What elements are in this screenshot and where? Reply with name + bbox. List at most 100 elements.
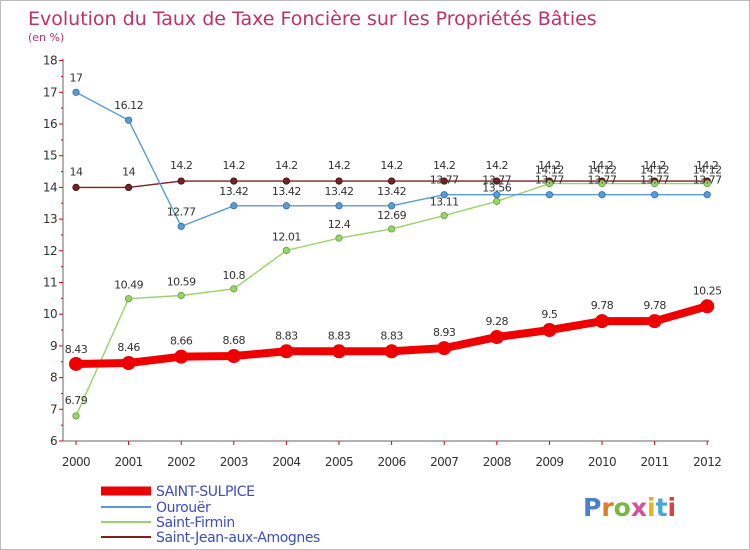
data-label: 9.78 [643,299,666,312]
logo-letter: x [631,493,647,522]
data-label: 8.93 [433,326,456,339]
y-tick-label: 16 [43,117,57,131]
data-label: 13.77 [640,174,669,187]
data-point [440,212,448,220]
data-point [493,191,501,199]
data-label: 14.2 [591,159,614,172]
data-point [647,314,662,329]
series-ourou-r [72,88,711,230]
legend-item-saint-jean-aux-amognes: Saint-Jean-aux-Amognes [101,530,320,546]
data-point [598,191,606,199]
data-point [595,314,609,329]
data-label: 8.66 [170,335,193,348]
data-label: 13.77 [535,174,564,187]
y-tick-label: 6 [50,434,57,448]
data-point [440,191,448,199]
data-label: 14.2 [380,159,403,172]
data-point [440,177,448,185]
proxiti-logo: Proxiti [583,493,676,522]
data-label: 14.2 [696,159,719,172]
legend-label: Saint-Firmin [156,515,235,531]
y-tick-label: 12 [43,244,57,258]
data-label: 10.59 [167,275,196,288]
data-label: 14.12 [693,164,722,177]
legend-label: SAINT-SULPICE [156,484,255,500]
data-point [177,222,185,230]
data-label: 10.49 [114,279,143,292]
data-point [230,202,238,210]
y-tick-label: 13 [43,212,57,226]
x-tick-label: 2011 [641,455,669,469]
data-point [650,191,659,199]
x-tick-label: 2004 [272,455,300,469]
data-point [282,177,290,185]
legend-label: Saint-Jean-aux-Amognes [156,530,320,546]
x-tick-label: 2012 [693,455,721,469]
y-tick-label: 10 [43,307,57,321]
data-point [121,356,136,371]
proxiti-logo-text: Proxiti [583,493,676,522]
y-tick-label: 8 [50,371,57,385]
data-label: 14.2 [486,159,509,172]
x-tick-label: 2006 [378,455,406,469]
data-label: 14.2 [433,159,456,172]
data-label: 14.12 [588,164,617,177]
data-point [174,349,189,364]
data-point [598,179,606,188]
data-label: 13.77 [482,174,511,187]
data-label: 12.01 [272,230,301,243]
data-label: 14.2 [170,159,193,172]
x-tick-label: 2001 [115,455,143,469]
data-label: 13.56 [482,181,511,194]
series-saint-sulpice [69,299,715,371]
data-point [542,323,557,338]
data-label: 12.69 [377,209,406,222]
logo-letter: i [647,493,656,522]
x-tick-label: 2007 [430,455,458,469]
data-point [177,177,185,185]
x-tick-label: 2010 [588,455,616,469]
data-label: 6.79 [65,394,88,407]
chart-title: Evolution du Taux de Taxe Foncière sur l… [28,8,597,30]
data-label: 14.2 [275,159,298,172]
data-label: 13.77 [430,174,459,187]
y-tick-label: 7 [50,402,57,416]
data-label: 9.78 [591,299,614,312]
data-point [703,191,711,199]
y-tick-label: 18 [43,54,57,68]
data-point [72,412,80,420]
data-label: 12.77 [167,205,196,218]
data-point [545,179,554,188]
data-label: 8.68 [223,334,246,347]
data-point [335,234,343,242]
legend-item-saint-sulpice: SAINT-SULPICE [101,484,255,500]
data-point [230,177,238,185]
data-label: 16.12 [114,99,143,112]
data-point [282,246,290,255]
data-point [387,202,396,210]
data-label: 14.2 [328,159,351,172]
data-label: 8.83 [275,329,298,342]
legend-label: Ourouër [156,500,211,516]
data-label: 9.5 [541,308,557,321]
data-label: 14.12 [535,164,564,177]
data-label: 13.42 [219,185,248,198]
data-point [545,191,554,199]
logo-letter: P [583,493,601,522]
data-label: 17 [70,71,83,84]
data-label: 9.28 [486,315,509,328]
data-label: 8.83 [380,329,403,342]
data-point [384,344,399,359]
data-point [282,202,290,210]
series-saint-firmin [72,179,711,420]
y-tick-label: 11 [43,276,57,290]
data-point [700,299,715,314]
data-point [230,285,238,293]
data-point [437,341,452,356]
x-tick-label: 2008 [483,455,511,469]
data-point [493,177,501,185]
data-point [125,295,133,303]
data-label: 13.77 [693,174,722,187]
